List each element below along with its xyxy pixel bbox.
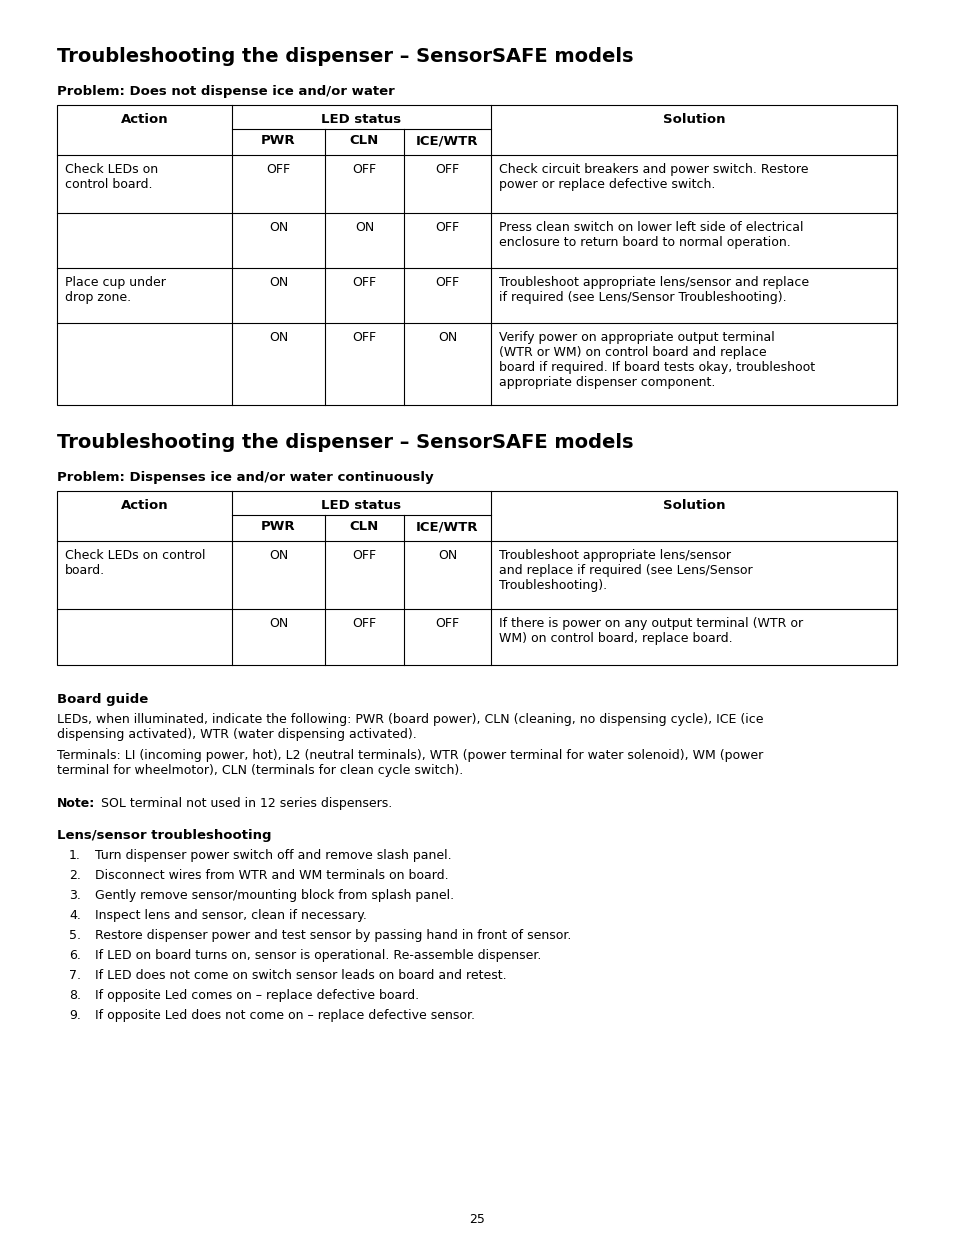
Text: ON: ON xyxy=(355,221,374,233)
Text: Lens/sensor troubleshooting: Lens/sensor troubleshooting xyxy=(57,829,272,842)
Text: Terminals: LI (incoming power, hot), L2 (neutral terminals), WTR (power terminal: Terminals: LI (incoming power, hot), L2 … xyxy=(57,748,762,777)
Text: 5.: 5. xyxy=(69,929,81,942)
Text: LED status: LED status xyxy=(321,499,401,513)
Text: If LED on board turns on, sensor is operational. Re-assemble dispenser.: If LED on board turns on, sensor is oper… xyxy=(95,948,540,962)
Text: 4.: 4. xyxy=(69,909,81,923)
Text: 8.: 8. xyxy=(69,989,81,1002)
Text: CLN: CLN xyxy=(350,520,378,534)
Text: OFF: OFF xyxy=(435,221,459,233)
Text: Place cup under
drop zone.: Place cup under drop zone. xyxy=(65,275,166,304)
Text: 2.: 2. xyxy=(69,869,81,882)
Text: ON: ON xyxy=(437,331,456,345)
Text: Gently remove sensor/mounting block from splash panel.: Gently remove sensor/mounting block from… xyxy=(95,889,454,902)
Text: Restore dispenser power and test sensor by passing hand in front of sensor.: Restore dispenser power and test sensor … xyxy=(95,929,571,942)
Text: If opposite Led comes on – replace defective board.: If opposite Led comes on – replace defec… xyxy=(95,989,418,1002)
Text: If there is power on any output terminal (WTR or
WM) on control board, replace b: If there is power on any output terminal… xyxy=(498,618,802,645)
Text: 7.: 7. xyxy=(69,969,81,982)
Text: Action: Action xyxy=(121,112,168,126)
Text: OFF: OFF xyxy=(352,618,376,630)
Text: If opposite Led does not come on – replace defective sensor.: If opposite Led does not come on – repla… xyxy=(95,1009,475,1023)
Text: ICE/WTR: ICE/WTR xyxy=(416,135,478,147)
Text: CLN: CLN xyxy=(350,135,378,147)
Text: Board guide: Board guide xyxy=(57,693,148,706)
Text: Note:: Note: xyxy=(57,797,95,810)
Text: Solution: Solution xyxy=(662,499,724,513)
Text: ON: ON xyxy=(269,275,288,289)
Text: LED status: LED status xyxy=(321,112,401,126)
Text: Problem: Dispenses ice and/or water continuously: Problem: Dispenses ice and/or water cont… xyxy=(57,471,434,484)
Text: Turn dispenser power switch off and remove slash panel.: Turn dispenser power switch off and remo… xyxy=(95,848,451,862)
Text: LEDs, when illuminated, indicate the following: PWR (board power), CLN (cleaning: LEDs, when illuminated, indicate the fol… xyxy=(57,713,762,741)
Text: ON: ON xyxy=(269,331,288,345)
Text: If LED does not come on switch sensor leads on board and retest.: If LED does not come on switch sensor le… xyxy=(95,969,506,982)
Text: OFF: OFF xyxy=(352,331,376,345)
Text: Check LEDs on control
board.: Check LEDs on control board. xyxy=(65,550,205,577)
Text: 6.: 6. xyxy=(69,948,81,962)
Text: ICE/WTR: ICE/WTR xyxy=(416,520,478,534)
Text: Troubleshooting the dispenser – SensorSAFE models: Troubleshooting the dispenser – SensorSA… xyxy=(57,433,633,452)
Text: Problem: Does not dispense ice and/or water: Problem: Does not dispense ice and/or wa… xyxy=(57,85,395,98)
Text: OFF: OFF xyxy=(266,163,291,177)
Bar xyxy=(57,492,896,664)
Text: Troubleshooting the dispenser – SensorSAFE models: Troubleshooting the dispenser – SensorSA… xyxy=(57,47,633,65)
Text: Check circuit breakers and power switch. Restore
power or replace defective swit: Check circuit breakers and power switch.… xyxy=(498,163,807,191)
Text: ON: ON xyxy=(269,221,288,233)
Text: OFF: OFF xyxy=(352,550,376,562)
Text: OFF: OFF xyxy=(435,275,459,289)
Text: Inspect lens and sensor, clean if necessary.: Inspect lens and sensor, clean if necess… xyxy=(95,909,367,923)
Text: 3.: 3. xyxy=(69,889,81,902)
Text: OFF: OFF xyxy=(352,275,376,289)
Text: OFF: OFF xyxy=(435,163,459,177)
Text: Action: Action xyxy=(121,499,168,513)
Text: PWR: PWR xyxy=(261,520,295,534)
Text: ON: ON xyxy=(437,550,456,562)
Text: ON: ON xyxy=(269,618,288,630)
Text: 25: 25 xyxy=(469,1213,484,1226)
Text: OFF: OFF xyxy=(435,618,459,630)
Text: PWR: PWR xyxy=(261,135,295,147)
Text: 1.: 1. xyxy=(69,848,81,862)
Text: Verify power on appropriate output terminal
(WTR or WM) on control board and rep: Verify power on appropriate output termi… xyxy=(498,331,814,389)
Text: Press clean switch on lower left side of electrical
enclosure to return board to: Press clean switch on lower left side of… xyxy=(498,221,802,249)
Text: Troubleshoot appropriate lens/sensor and replace
if required (see Lens/Sensor Tr: Troubleshoot appropriate lens/sensor and… xyxy=(498,275,808,304)
Text: OFF: OFF xyxy=(352,163,376,177)
Bar xyxy=(57,105,896,405)
Text: Solution: Solution xyxy=(662,112,724,126)
Text: Troubleshoot appropriate lens/sensor
and replace if required (see Lens/Sensor
Tr: Troubleshoot appropriate lens/sensor and… xyxy=(498,550,752,592)
Text: SOL terminal not used in 12 series dispensers.: SOL terminal not used in 12 series dispe… xyxy=(97,797,392,810)
Text: Disconnect wires from WTR and WM terminals on board.: Disconnect wires from WTR and WM termina… xyxy=(95,869,448,882)
Text: ON: ON xyxy=(269,550,288,562)
Text: Check LEDs on
control board.: Check LEDs on control board. xyxy=(65,163,158,191)
Text: 9.: 9. xyxy=(69,1009,81,1023)
